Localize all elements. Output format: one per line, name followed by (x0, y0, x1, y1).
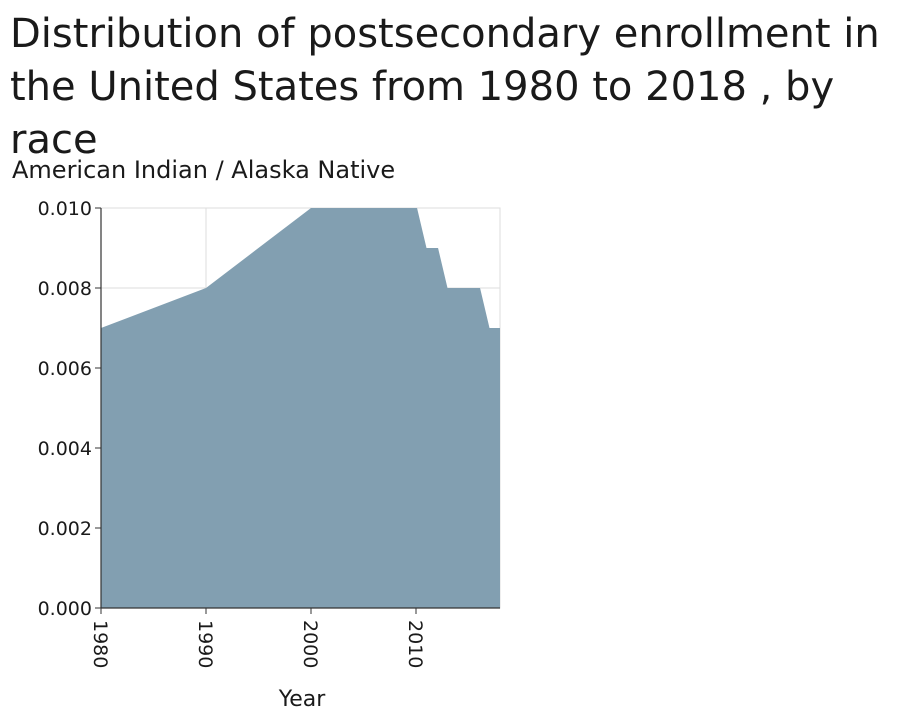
area-series (101, 208, 500, 608)
area-layer (101, 208, 500, 608)
y-axis-label: American Indian / Alaska Native (12, 156, 396, 184)
x-tick-label: 2000 (299, 620, 321, 668)
x-tick-label: 1980 (89, 620, 111, 668)
y-tick-label: 0.002 (38, 518, 92, 540)
chart-title: Distribution of postsecondary enrollment… (10, 11, 880, 163)
y-tick-label: 0.006 (38, 358, 92, 380)
axes: 0.000 0.002 0.004 0.006 0.008 0.010 1980 1990 20… (38, 198, 500, 668)
x-tick-label: 1990 (194, 620, 216, 668)
y-tick-label: 0.000 (38, 598, 92, 620)
y-tick-label: 0.004 (38, 438, 92, 460)
y-tick-label: 0.008 (38, 278, 92, 300)
x-tick-label: 2010 (404, 620, 426, 668)
x-axis-label: Year (278, 687, 327, 712)
y-tick-label: 0.010 (38, 198, 92, 220)
